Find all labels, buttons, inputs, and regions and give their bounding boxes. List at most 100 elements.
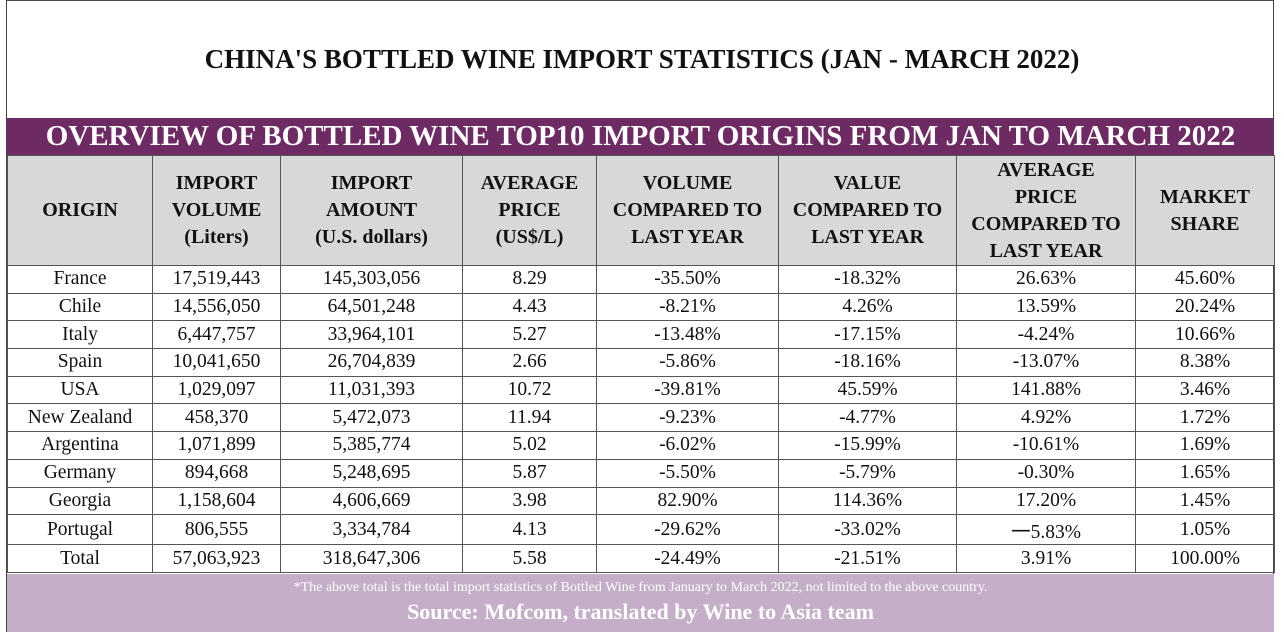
table-cell: 1.05% — [1135, 514, 1275, 546]
column-header: AVERAGE PRICE COMPARED TO LAST YEAR — [956, 155, 1136, 266]
column-header-line: SHARE — [1170, 212, 1240, 235]
table-cell: 一5.83% — [956, 514, 1136, 546]
table-cell: 1,029,097 — [152, 375, 281, 405]
table-cell: Germany — [7, 458, 153, 488]
column-header: AVERAGE PRICE (US$/L) — [462, 155, 597, 266]
table-cell: -33.02% — [778, 514, 957, 546]
column-header-line: VOLUME — [642, 172, 733, 194]
table-cell: -5.86% — [596, 348, 779, 377]
table-cell: 4.43 — [462, 292, 597, 322]
table-row: Portugal 806,555 3,334,784 4.13 -29.62% -33.0… — [7, 514, 1275, 546]
table-row: Argentina 1,071,899 5,385,774 5.02 -6.02% -15… — [7, 431, 1275, 460]
table-cell: -24.49% — [596, 544, 779, 573]
table-cell: 3.46% — [1135, 375, 1275, 405]
table-cell: Spain — [7, 348, 153, 377]
table-cell: -17.15% — [778, 320, 957, 350]
table-cell: 458,370 — [152, 403, 281, 433]
page-title: CHINA'S BOTTLED WINE IMPORT STATISTICS (… — [204, 43, 1080, 74]
column-header: MARKET SHARE — [1135, 155, 1275, 266]
table-cell: 3.91% — [956, 544, 1136, 573]
table-row: Chile 14,556,050 64,501,248 4.43 -8.21% 4.26%… — [7, 292, 1275, 322]
table-cell: -8.21% — [596, 292, 779, 322]
column-header-line: COMPARED TO — [612, 199, 763, 221]
table-cell: -10.61% — [956, 431, 1136, 460]
table-cell: Argentina — [7, 431, 153, 460]
table-cell: 10.72 — [462, 375, 597, 405]
table-cell: New Zealand — [7, 403, 153, 433]
table-cell: 17.20% — [956, 486, 1136, 516]
table-cell: 10,041,650 — [152, 348, 281, 377]
table-cell: 5,385,774 — [280, 431, 463, 460]
table-cell: 5.27 — [462, 320, 597, 350]
column-header-line: IMPORT — [330, 172, 413, 194]
table-cell: 10.66% — [1135, 320, 1275, 350]
table-cell: 1.65% — [1135, 458, 1275, 488]
column-header-line: VOLUME — [171, 199, 262, 221]
column-header-line: AVERAGE — [997, 158, 1095, 181]
table-cell: -29.62% — [596, 514, 779, 546]
table-cell: 26,704,839 — [280, 348, 463, 377]
table-cell: USA — [7, 375, 153, 405]
column-header-line: LAST YEAR — [631, 226, 744, 248]
table-row: Georgia 1,158,604 4,606,669 3.98 82.90% 114.3… — [7, 486, 1275, 516]
table-cell: 2.66 — [462, 348, 597, 377]
table-cell: 45.59% — [778, 375, 957, 405]
table-cell: 806,555 — [152, 514, 281, 546]
table-row: USA 1,029,097 11,031,393 10.72 -39.81% 45.59%… — [7, 375, 1275, 405]
table-cell: 3.98 — [462, 486, 597, 516]
table-cell: 3,334,784 — [280, 514, 463, 546]
table-cell: 4.13 — [462, 514, 597, 546]
column-header-line: AMOUNT — [325, 199, 418, 221]
table-cell: 33,964,101 — [280, 320, 463, 350]
table-cell: -18.32% — [778, 265, 957, 294]
column-header-line: PRICE — [498, 199, 561, 221]
table-cell: 5.87 — [462, 458, 597, 488]
table-cell: 894,668 — [152, 458, 281, 488]
table-cell: 1.72% — [1135, 403, 1275, 433]
table-cell: 5.58 — [462, 544, 597, 573]
table-cell: Italy — [7, 320, 153, 350]
table-cell: 145,303,056 — [280, 265, 463, 294]
table-cell: -9.23% — [596, 403, 779, 433]
table-cell: 5,248,695 — [280, 458, 463, 488]
table-cell: 1,071,899 — [152, 431, 281, 460]
table-cell: 17,519,443 — [152, 265, 281, 294]
table-cell: 318,647,306 — [280, 544, 463, 573]
table-cell: 1.45% — [1135, 486, 1275, 516]
table-cell: 14,556,050 — [152, 292, 281, 322]
column-header-line: COMPARED TO — [971, 212, 1121, 235]
column-header-line: ORIGIN — [42, 199, 118, 221]
table-cell: -18.16% — [778, 348, 957, 377]
column-header-line: (U.S. dollars) — [315, 226, 428, 248]
table-cell: 4.92% — [956, 403, 1136, 433]
table-cell: -5.50% — [596, 458, 779, 488]
table-cell: -15.99% — [778, 431, 957, 460]
column-header-line: (Liters) — [184, 226, 249, 248]
table-row: New Zealand 458,370 5,472,073 11.94 -9.23% -4… — [7, 403, 1275, 433]
table-cell: Chile — [7, 292, 153, 322]
table-subtitle-band: OVERVIEW OF BOTTLED WINE TOP10 IMPORT OR… — [7, 118, 1274, 155]
column-header: IMPORT AMOUNT (U.S. dollars) — [280, 155, 463, 266]
table-cell: 26.63% — [956, 265, 1136, 294]
column-header-line: LAST YEAR — [811, 226, 924, 248]
table-cell: 45.60% — [1135, 265, 1275, 294]
table-cell: 20.24% — [1135, 292, 1275, 322]
total-row: Total 57,063,923 318,647,306 5.58 -24.49% -21… — [7, 544, 1275, 573]
table-cell: -6.02% — [596, 431, 779, 460]
table-cell: 141.88% — [956, 375, 1136, 405]
column-header-line: VALUE — [833, 172, 902, 194]
table-cell: 6,447,757 — [152, 320, 281, 350]
column-header: VOLUME COMPARED TO LAST YEAR — [596, 155, 779, 266]
table-cell: 5.02 — [462, 431, 597, 460]
table-cell: Georgia — [7, 486, 153, 516]
table-row: France 17,519,443 145,303,056 8.29 -35.50% -1… — [7, 265, 1275, 294]
table-cell: -0.30% — [956, 458, 1136, 488]
source-credit: Source: Mofcom, translated by Wine to As… — [407, 599, 874, 624]
column-header-line: IMPORT — [175, 172, 258, 194]
table-cell: France — [7, 265, 153, 294]
table-cell: 100.00% — [1135, 544, 1275, 573]
table-cell: 11,031,393 — [280, 375, 463, 405]
column-header-line: PRICE — [1014, 185, 1078, 208]
column-header-line: LAST YEAR — [989, 239, 1103, 262]
table-cell: 13.59% — [956, 292, 1136, 322]
